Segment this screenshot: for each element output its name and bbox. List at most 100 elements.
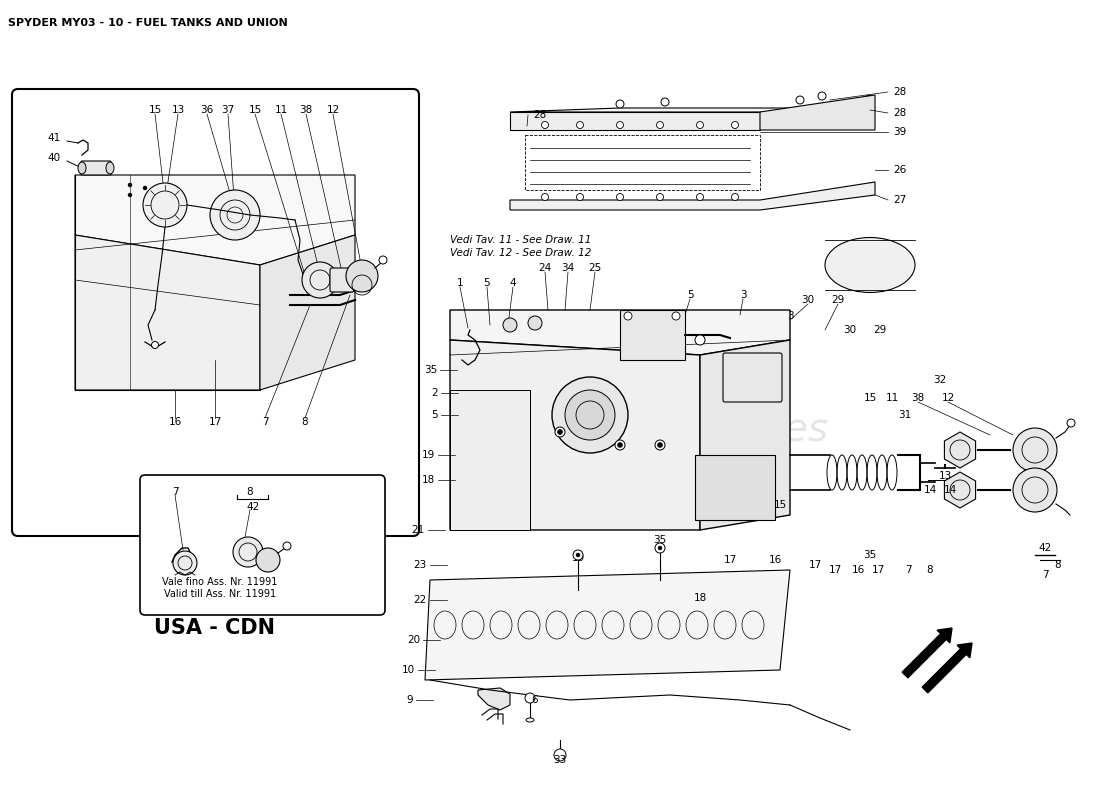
Text: 17: 17	[808, 560, 822, 570]
Text: 34: 34	[561, 263, 574, 273]
Text: 19: 19	[421, 450, 434, 460]
Text: 25: 25	[588, 263, 602, 273]
Text: 18: 18	[693, 593, 706, 603]
Circle shape	[696, 194, 704, 201]
Circle shape	[143, 183, 187, 227]
Circle shape	[658, 546, 662, 550]
Circle shape	[1013, 428, 1057, 472]
Text: 8: 8	[301, 417, 308, 427]
Circle shape	[173, 551, 197, 575]
Text: 20: 20	[407, 635, 420, 645]
Circle shape	[525, 693, 535, 703]
Polygon shape	[450, 310, 790, 355]
Circle shape	[283, 542, 292, 550]
Text: 35: 35	[424, 365, 437, 375]
Circle shape	[732, 122, 738, 129]
Circle shape	[616, 194, 624, 201]
Text: 4: 4	[509, 278, 516, 288]
Text: 19: 19	[571, 553, 584, 563]
Text: 15: 15	[148, 105, 162, 115]
Text: 14: 14	[944, 485, 957, 495]
Polygon shape	[760, 95, 874, 130]
FancyArrow shape	[922, 643, 972, 693]
Circle shape	[695, 335, 705, 345]
Text: 16: 16	[769, 555, 782, 565]
Text: 1: 1	[456, 278, 463, 288]
Text: 22: 22	[414, 595, 427, 605]
Text: 8: 8	[246, 487, 253, 497]
Text: 2: 2	[431, 388, 438, 398]
Circle shape	[1067, 419, 1075, 427]
Text: 7: 7	[172, 487, 178, 497]
Text: 28: 28	[534, 110, 547, 120]
Circle shape	[576, 122, 583, 129]
Text: 28: 28	[893, 108, 906, 118]
Circle shape	[654, 440, 666, 450]
Text: 10: 10	[402, 665, 415, 675]
Text: 32: 32	[934, 375, 947, 385]
Text: 7: 7	[1042, 570, 1048, 580]
Circle shape	[128, 183, 132, 187]
Circle shape	[672, 312, 680, 320]
Text: 3: 3	[739, 290, 746, 300]
Text: 13: 13	[938, 471, 952, 481]
Text: 15: 15	[249, 105, 262, 115]
Text: 27: 27	[893, 195, 906, 205]
Ellipse shape	[825, 238, 915, 293]
Circle shape	[657, 194, 663, 201]
Circle shape	[657, 122, 663, 129]
Text: 17: 17	[871, 565, 884, 575]
Text: 42: 42	[1038, 543, 1052, 553]
FancyBboxPatch shape	[330, 268, 354, 292]
Text: 42: 42	[246, 502, 260, 512]
Text: 13: 13	[172, 105, 185, 115]
Circle shape	[541, 194, 549, 201]
Ellipse shape	[526, 718, 534, 722]
FancyBboxPatch shape	[723, 353, 782, 402]
Text: 11: 11	[274, 105, 287, 115]
Text: Valid till Ass. Nr. 11991: Valid till Ass. Nr. 11991	[164, 589, 276, 599]
Circle shape	[796, 96, 804, 104]
Text: 16: 16	[168, 417, 182, 427]
Text: 26: 26	[893, 165, 906, 175]
Polygon shape	[75, 235, 260, 390]
Circle shape	[661, 98, 669, 106]
Text: 41: 41	[47, 133, 60, 143]
Circle shape	[624, 312, 632, 320]
Circle shape	[658, 442, 662, 447]
Text: 37: 37	[221, 105, 234, 115]
Text: 39: 39	[893, 127, 906, 137]
Text: 35: 35	[653, 535, 667, 545]
Text: 30: 30	[802, 295, 815, 305]
Text: 31: 31	[899, 410, 912, 420]
Circle shape	[696, 122, 704, 129]
FancyBboxPatch shape	[620, 310, 685, 360]
Text: 30: 30	[844, 325, 857, 335]
Text: 29: 29	[873, 325, 887, 335]
Text: 38: 38	[299, 105, 312, 115]
Text: 3: 3	[786, 311, 793, 321]
Text: 5: 5	[431, 410, 438, 420]
Text: 36: 36	[200, 105, 213, 115]
FancyBboxPatch shape	[695, 455, 776, 520]
Polygon shape	[75, 175, 355, 265]
Circle shape	[615, 440, 625, 450]
FancyBboxPatch shape	[81, 161, 111, 175]
Text: USA - CDN: USA - CDN	[154, 618, 275, 638]
Text: eurospares: eurospares	[612, 411, 828, 449]
Text: Vedi Tav. 12 - See Draw. 12: Vedi Tav. 12 - See Draw. 12	[450, 248, 592, 258]
Circle shape	[573, 550, 583, 560]
Polygon shape	[700, 340, 790, 530]
Text: 28: 28	[893, 87, 906, 97]
Text: 18: 18	[421, 475, 434, 485]
Circle shape	[576, 553, 580, 557]
Circle shape	[552, 377, 628, 453]
Text: 23: 23	[414, 560, 427, 570]
Circle shape	[616, 100, 624, 108]
Circle shape	[616, 122, 624, 129]
Polygon shape	[510, 182, 874, 210]
Circle shape	[576, 194, 583, 201]
Text: eurospares: eurospares	[111, 221, 329, 259]
Circle shape	[617, 442, 623, 447]
Text: 5: 5	[686, 290, 693, 300]
